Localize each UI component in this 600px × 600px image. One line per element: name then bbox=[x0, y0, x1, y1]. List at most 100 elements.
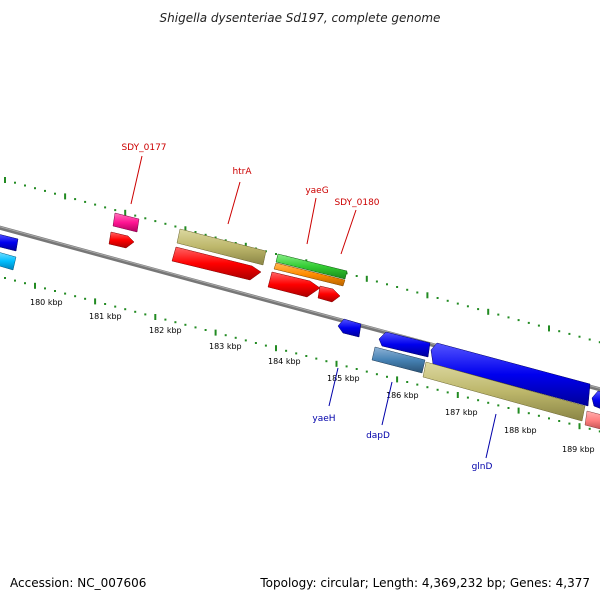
gene-glnd[interactable] bbox=[422, 361, 586, 422]
minor-tick bbox=[44, 189, 46, 192]
minor-tick bbox=[436, 297, 439, 299]
gene-label-yaeh[interactable]: yaeH bbox=[312, 414, 335, 424]
kbp-label: 181 kbp bbox=[89, 312, 122, 321]
minor-tick bbox=[325, 360, 328, 363]
gene-red-mid[interactable] bbox=[267, 271, 321, 298]
leader-line bbox=[306, 197, 317, 245]
major-tick bbox=[578, 423, 581, 430]
minor-tick bbox=[24, 282, 26, 285]
minor-tick bbox=[416, 383, 419, 386]
minor-tick bbox=[578, 335, 581, 338]
minor-tick bbox=[254, 342, 257, 344]
gene-label-glnd[interactable]: glnD bbox=[472, 462, 493, 472]
major-tick bbox=[487, 308, 490, 315]
major-tick bbox=[214, 329, 217, 336]
major-tick bbox=[184, 226, 187, 233]
gene-pink-right[interactable] bbox=[584, 410, 600, 430]
minor-tick bbox=[456, 302, 459, 305]
minor-tick bbox=[386, 375, 388, 378]
minor-tick bbox=[396, 286, 399, 288]
accession-text: Accession: NC_007606 bbox=[10, 576, 147, 590]
gene-dapd[interactable] bbox=[371, 346, 426, 374]
major-tick bbox=[94, 298, 97, 305]
minor-tick bbox=[134, 310, 137, 313]
gene-orange[interactable] bbox=[273, 262, 346, 287]
minor-tick bbox=[94, 203, 97, 206]
minor-tick bbox=[527, 412, 530, 415]
gene-sdy-0180-red[interactable] bbox=[317, 285, 341, 303]
kbp-label: 180 kbp bbox=[30, 298, 63, 307]
minor-tick bbox=[507, 407, 510, 409]
minor-tick bbox=[84, 297, 87, 300]
gene-blue-right[interactable] bbox=[591, 390, 600, 410]
minor-tick bbox=[406, 381, 409, 383]
minor-tick bbox=[416, 291, 419, 294]
major-tick bbox=[4, 177, 6, 183]
gene-label-yaeg[interactable]: yaeG bbox=[305, 186, 328, 196]
major-tick bbox=[64, 193, 67, 200]
minor-tick bbox=[477, 308, 480, 311]
major-tick bbox=[154, 314, 157, 320]
major-tick bbox=[365, 275, 368, 282]
minor-tick bbox=[24, 184, 26, 187]
gene-cyan-left[interactable] bbox=[0, 252, 17, 271]
minor-tick bbox=[134, 214, 137, 217]
minor-tick bbox=[84, 200, 87, 203]
kbp-label: 189 kbp bbox=[562, 445, 595, 454]
minor-tick bbox=[466, 305, 469, 308]
minor-tick bbox=[44, 287, 46, 290]
kbp-label: 186 kbp bbox=[386, 391, 419, 400]
minor-tick bbox=[194, 326, 197, 329]
minor-tick bbox=[598, 341, 600, 344]
leader-line bbox=[328, 367, 339, 407]
gene-label-dapd[interactable]: dapD bbox=[366, 431, 390, 441]
minor-tick bbox=[154, 220, 157, 223]
kbp-label: 182 kbp bbox=[149, 326, 182, 335]
kbp-label: 185 kbp bbox=[327, 374, 360, 383]
major-tick bbox=[456, 392, 459, 398]
minor-tick bbox=[558, 330, 561, 333]
minor-tick bbox=[174, 225, 177, 228]
major-tick bbox=[396, 376, 399, 383]
minor-tick bbox=[234, 336, 237, 339]
gene-red-long[interactable] bbox=[171, 246, 262, 281]
minor-tick bbox=[446, 299, 449, 302]
minor-tick bbox=[295, 352, 298, 355]
major-tick bbox=[517, 407, 520, 414]
minor-tick bbox=[64, 292, 67, 295]
minor-tick bbox=[164, 318, 167, 321]
minor-tick bbox=[124, 308, 127, 311]
minor-tick bbox=[104, 206, 107, 209]
minor-tick bbox=[204, 329, 207, 331]
minor-tick bbox=[144, 217, 147, 220]
minor-tick bbox=[74, 295, 77, 298]
minor-tick bbox=[517, 319, 520, 322]
gene-label-sdy-0177[interactable]: SDY_0177 bbox=[121, 143, 166, 153]
major-tick bbox=[548, 325, 550, 332]
leader-line bbox=[340, 209, 357, 255]
minor-tick bbox=[436, 388, 439, 391]
minor-tick bbox=[224, 239, 227, 242]
gene-label-sdy-0180[interactable]: SDY_0180 bbox=[334, 198, 379, 208]
gene-sdy-0177[interactable] bbox=[112, 212, 140, 233]
kbp-label: 188 kbp bbox=[504, 426, 537, 435]
gene-blue-left[interactable] bbox=[0, 234, 19, 252]
major-tick bbox=[335, 360, 338, 367]
gene-blue-long[interactable] bbox=[430, 342, 591, 407]
minor-tick bbox=[426, 386, 429, 389]
gene-yaeh[interactable] bbox=[337, 318, 362, 338]
gene-red-small[interactable] bbox=[108, 231, 135, 249]
minor-tick bbox=[114, 305, 117, 308]
minor-tick bbox=[497, 313, 500, 316]
gene-yaeg[interactable] bbox=[275, 253, 348, 280]
minor-tick bbox=[375, 280, 378, 283]
gene-label-htra[interactable]: htrA bbox=[232, 167, 252, 177]
minor-tick bbox=[375, 373, 378, 376]
minor-tick bbox=[487, 401, 490, 404]
minor-tick bbox=[568, 332, 571, 335]
minor-tick bbox=[386, 283, 388, 286]
minor-tick bbox=[74, 198, 77, 201]
gene-htra[interactable] bbox=[176, 228, 267, 266]
gene-blue-dapd-top[interactable] bbox=[378, 331, 431, 358]
